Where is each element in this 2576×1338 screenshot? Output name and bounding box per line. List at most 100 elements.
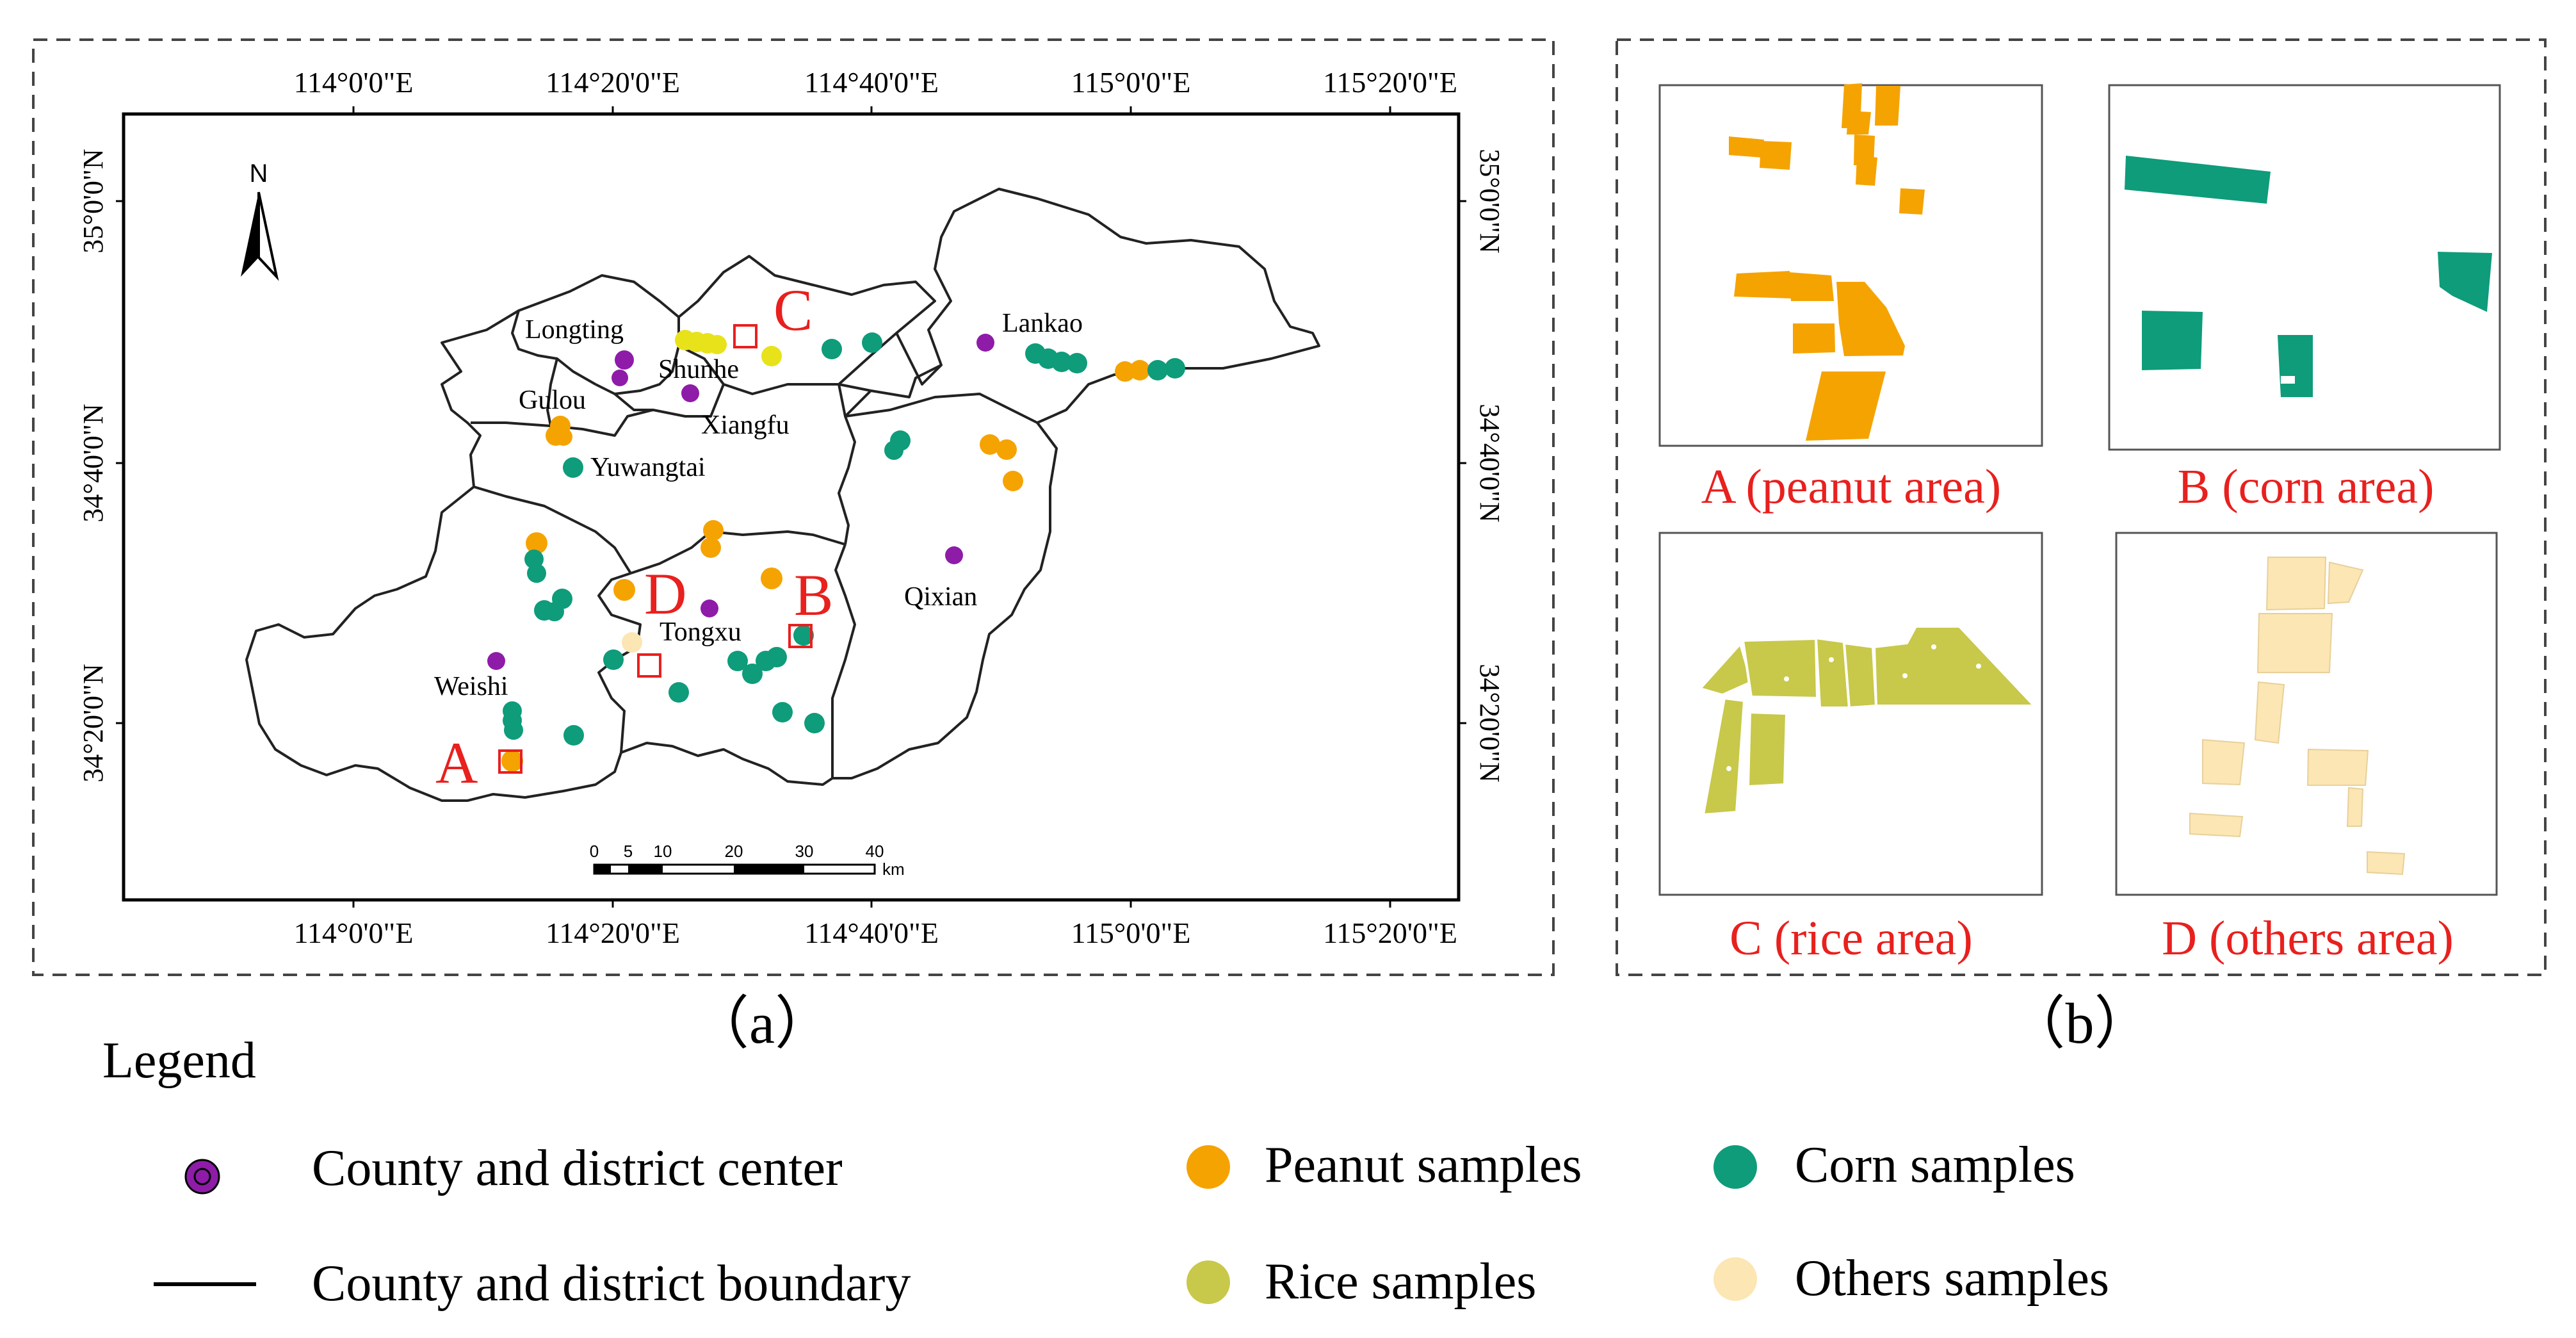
corn-sample-point [862,332,882,353]
county-center-point [945,546,963,564]
area-letter-d: D [644,561,686,626]
caption-others-area: D (others area) [2162,911,2454,965]
left-tick-label: 35°0'0"N [77,149,109,253]
place-label-shunhe: Shunhe [658,355,739,384]
corn-sample-point [563,725,584,746]
panel-b-label: （b） [2008,992,2152,1056]
place-label-weishi: Weishi [434,672,508,701]
scale-label: 10 [654,842,672,861]
peanut-sample-point [1130,360,1150,380]
corn-sample-point [772,702,793,722]
panel-a: 114°0'0"E 114°20'0"E 114°40'0"E 115°0'0"… [32,38,1555,1056]
tick-marks [116,106,1466,908]
county-center-point [612,370,628,386]
corn-sample-point [1067,353,1087,373]
peanut-sample-point [613,579,635,601]
corn-sample-point [822,339,842,359]
peanut-sample-point [1003,471,1023,491]
others-dot-icon [1713,1257,1757,1301]
legend-item-peanut: Peanut samples [1265,1137,1582,1193]
legend-item-center: County and district center [312,1140,843,1196]
peanut-sample-point [701,537,721,558]
peanut-sample-point [761,567,782,589]
peanut-samples [501,360,1150,772]
peanut-sample-point [703,520,724,541]
corn-sample-point [563,457,583,478]
right-tick-label: 34°20'0"N [1474,664,1505,782]
peanut-sample-point [501,750,523,772]
highlight-boxes [498,324,813,774]
scale-label: 30 [795,842,814,861]
top-tick-label: 114°0'0"E [294,66,414,99]
corn-sample-point [527,564,546,583]
corn-sample-point [766,647,787,667]
corn-sample-point [727,651,748,671]
right-tick-label: 35°0'0"N [1474,149,1505,253]
others-parcels [2189,557,2406,876]
legend-item-corn: Corn samples [1795,1137,2075,1193]
north-letter: N [250,159,268,188]
caption-corn-area: B (corn area) [2178,460,2434,514]
panel-b-frame [1616,38,2547,976]
scale-label: 40 [866,842,884,861]
corn-parcels [2125,156,2492,397]
corn-sample-point [668,682,689,703]
county-center-point [701,600,718,617]
area-a-box [498,749,522,774]
county-centers [487,334,994,670]
bottom-tick-label: 114°40'0"E [804,917,939,949]
top-tick-label: 114°40'0"E [804,66,939,99]
rice-sample-point [708,335,727,354]
peanut-dot-icon [1187,1145,1230,1189]
others-samples [622,632,642,653]
caption-peanut-area: A (peanut area) [1701,460,2001,514]
area-d-box [637,653,661,678]
peanut-sample-point [1115,361,1135,382]
peanut-parcels [1729,83,1925,441]
legend-item-rice: Rice samples [1265,1253,1536,1310]
county-center-icon [184,1159,220,1195]
legend-item-boundary: County and district boundary [312,1255,911,1312]
left-tick-label: 34°40'0"N [77,404,109,522]
top-tick-label: 115°20'0"E [1323,66,1457,99]
corn-sample-point [1051,352,1072,372]
place-label-qixian: Qixian [904,582,977,612]
legend-item-others: Others samples [1795,1250,2109,1307]
corn-sample-point [1147,360,1168,380]
place-label-xiangfu: Xiangfu [701,411,790,440]
corn-sample-point [742,664,763,684]
place-label-lankao: Lankao [1002,309,1083,338]
area-letter-c: C [774,277,813,343]
rice-samples [675,330,782,366]
corn-sample-point [884,441,903,460]
scale-bar: 0 5 10 20 30 40 km [590,842,905,879]
corn-dot-icon [1713,1145,1757,1189]
bottom-tick-label: 115°20'0"E [1323,917,1457,949]
right-tick-label: 34°40'0"N [1474,404,1505,522]
north-arrow-icon: N [241,159,279,281]
caption-rice-area: C (rice area) [1729,911,1973,965]
panel-b: A (peanut area) B (corn area) C (rice ar… [1616,38,2547,1056]
left-tick-label: 34°20'0"N [77,664,109,782]
area-c-box [733,324,757,348]
top-tick-label: 115°0'0"E [1071,66,1191,99]
corn-sample-point [545,602,564,621]
legend: Legend County and district center County… [102,1032,2109,1312]
corn-sample-point [793,625,814,646]
peanut-sample-point [526,532,547,554]
rice-area-inset [1658,532,2043,896]
panel-a-label: （a） [692,992,832,1056]
county-center-point [615,350,634,370]
place-label-tongxu: Tongxu [660,617,741,647]
legend-title: Legend [102,1032,256,1089]
scale-unit: km [882,860,905,879]
area-letter-b: B [794,562,833,628]
bottom-tick-label: 114°20'0"E [546,917,680,949]
corn-sample-point [804,713,825,733]
county-center-point [976,334,994,352]
rice-sample-point [761,346,782,366]
place-label-gulou: Gulou [519,386,586,415]
corn-sample-point [1165,358,1185,379]
place-label-longting: Longting [525,315,624,345]
